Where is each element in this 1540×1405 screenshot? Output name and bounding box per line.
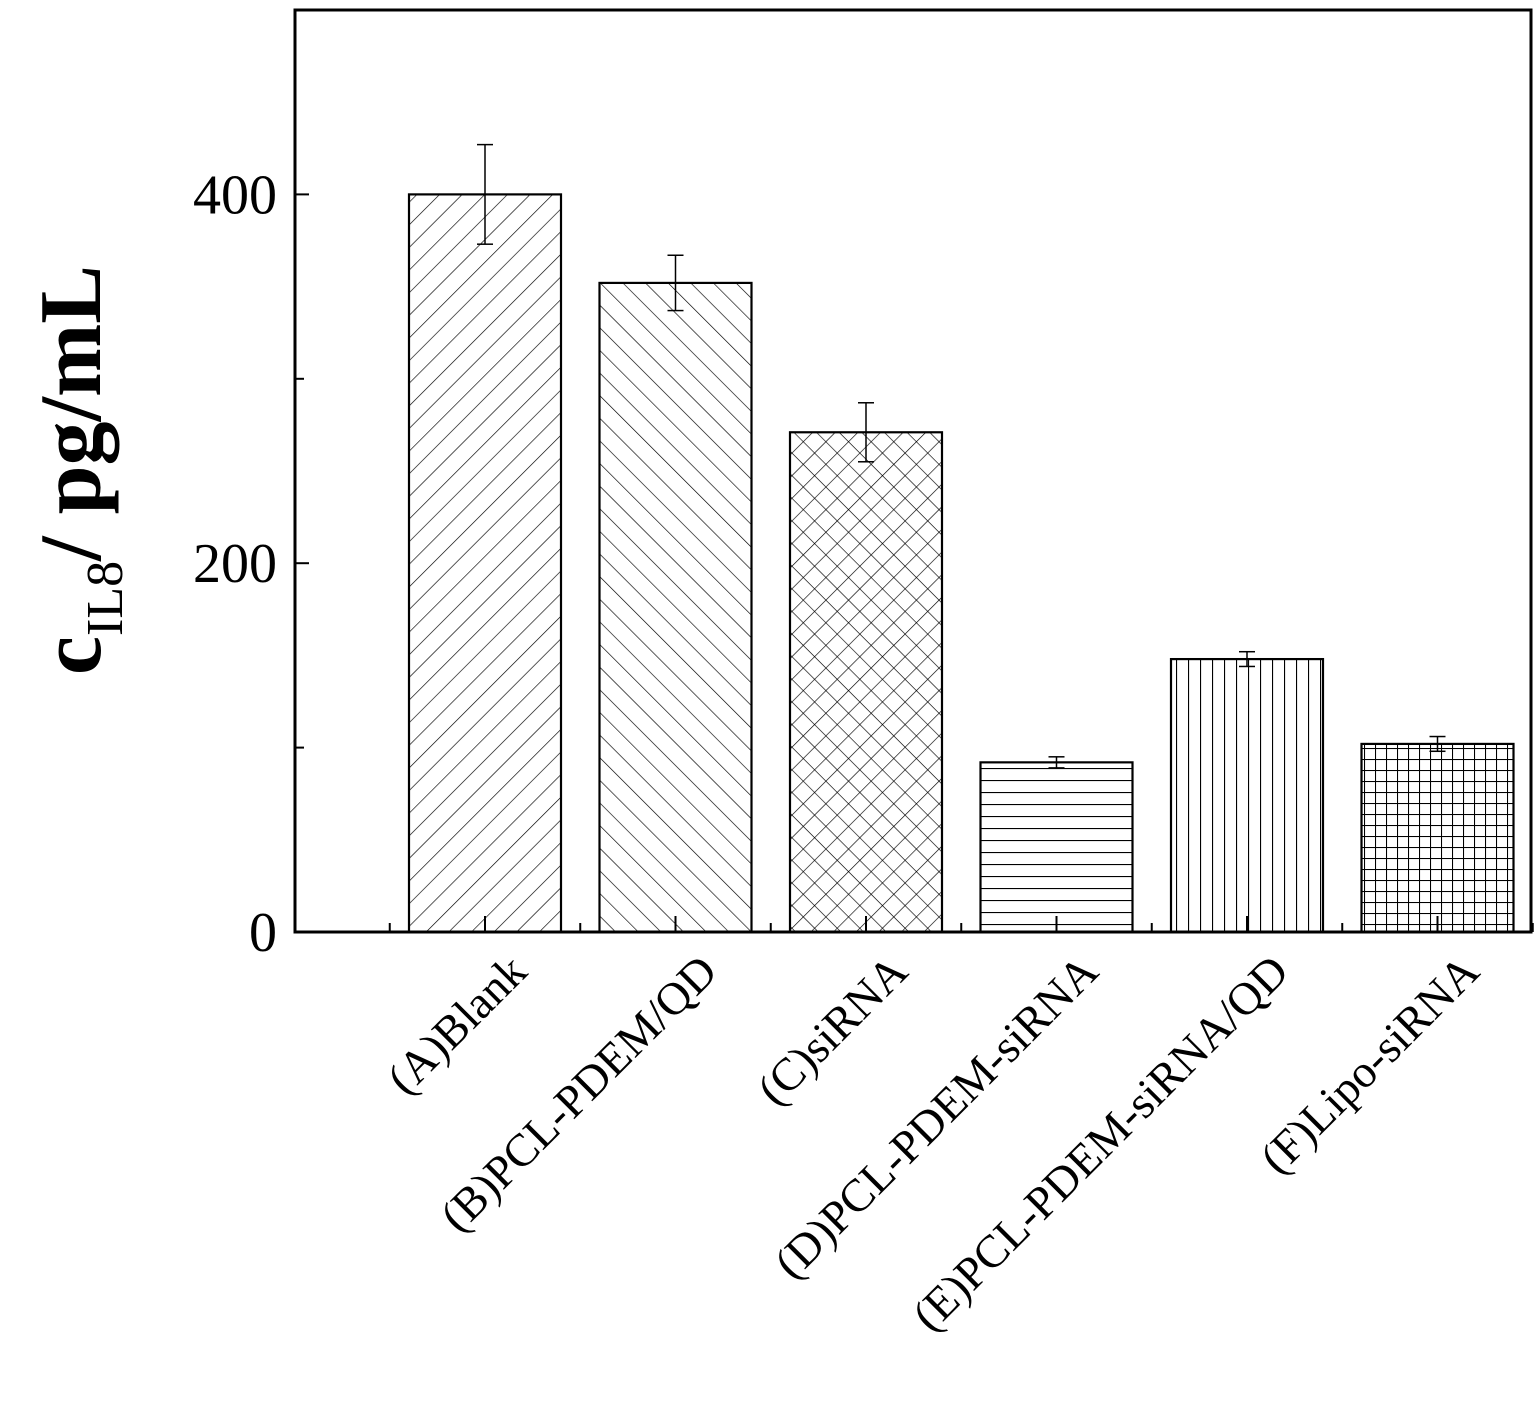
svg-text:cIL8/ pg/mL: cIL8/ pg/mL [23, 265, 134, 675]
x-tick-label: (D)PCL-PDEM-siRNA [764, 945, 1107, 1288]
plot-area [407, 143, 1515, 934]
y-axis-label-main: c [23, 636, 120, 675]
bar [407, 193, 563, 934]
y-axis: 0 200 400 [193, 9, 309, 964]
y-axis-title: cIL8/ pg/mL [23, 265, 134, 675]
x-tick-label: (C)siRNA [747, 945, 917, 1115]
bar [788, 431, 944, 934]
bar [979, 761, 1134, 934]
x-tick-label: (E)PCL-PDEM-siRNA/QD [902, 945, 1298, 1341]
y-tick-label: 200 [193, 533, 277, 595]
bar [598, 281, 753, 934]
y-axis-label-sub: IL8 [77, 561, 134, 636]
y-tick-label: 0 [249, 902, 277, 964]
x-axis: (A)Blank(B)PCL-PDEM/QD (C)siRNA(D)PCL-PDE… [377, 916, 1534, 1341]
bar [1360, 742, 1515, 934]
y-tick-label: 400 [193, 164, 277, 226]
bar [1169, 657, 1325, 934]
y-axis-label-unit: / pg/mL [23, 265, 120, 562]
x-tick-label: (A)Blank [377, 945, 536, 1104]
plot-frame [293, 8, 1533, 934]
